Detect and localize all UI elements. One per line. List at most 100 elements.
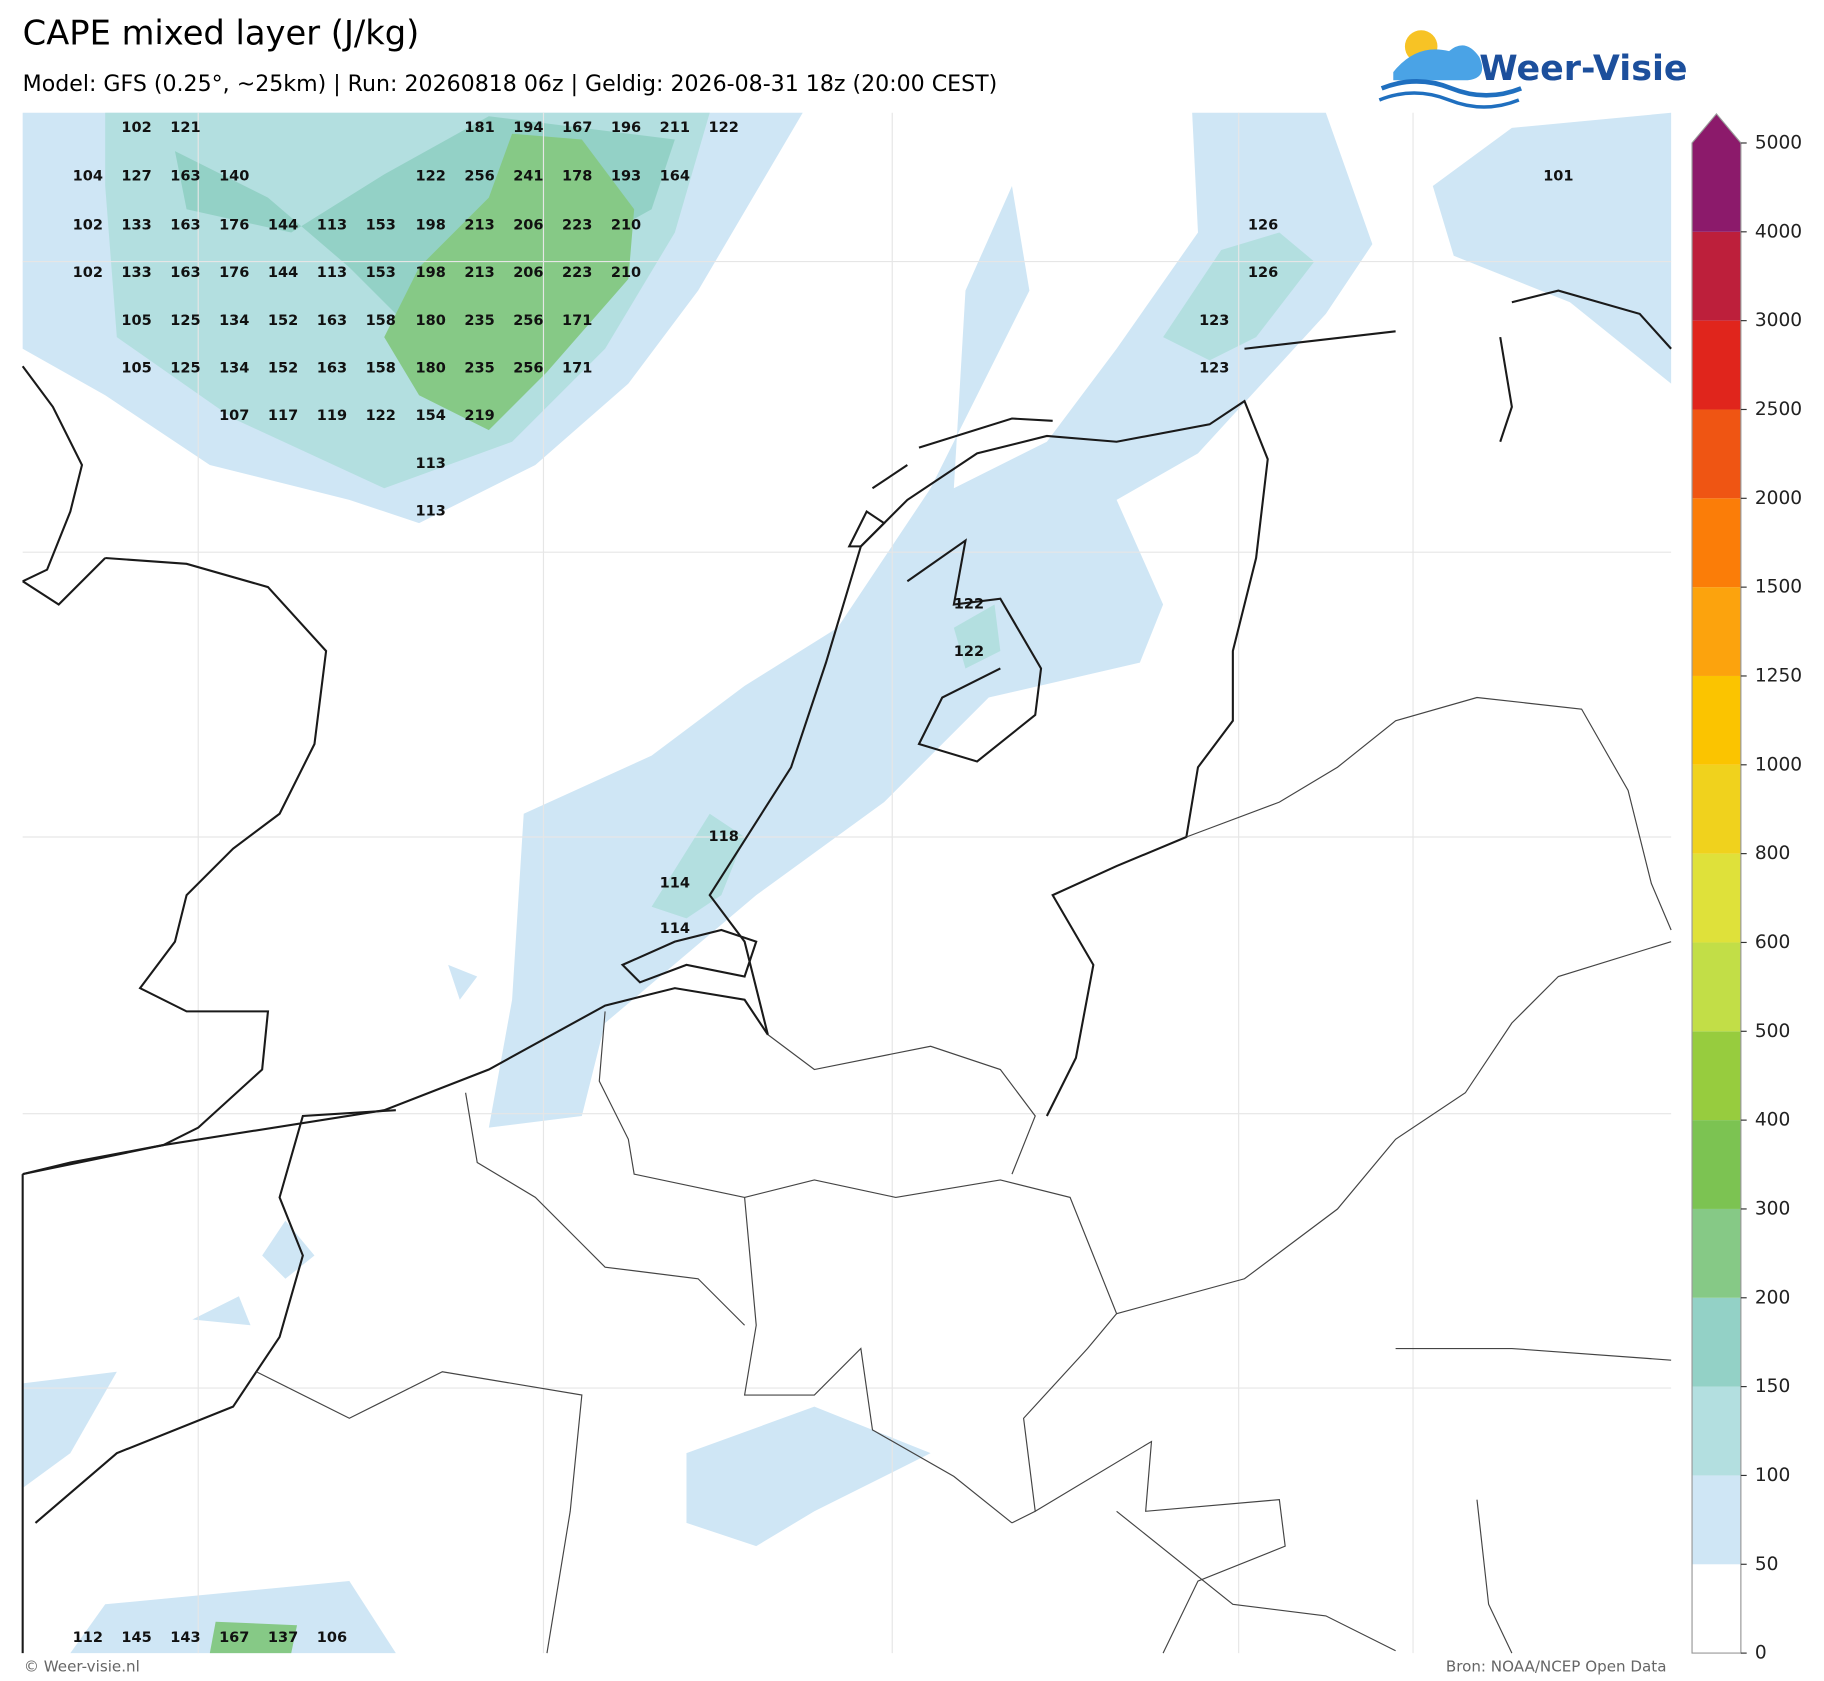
footer-left: © Weer-visie.nl (24, 1658, 140, 1676)
colorbar-tick-label: 3000 (1755, 310, 1802, 331)
cape-label: 213 (464, 218, 494, 234)
gridlines (22, 112, 1672, 1654)
cape-label: 194 (513, 120, 543, 136)
cape-label: 122 (416, 169, 446, 185)
cape-label: 113 (416, 504, 446, 520)
cape-label: 241 (513, 169, 543, 185)
colorbar-segment (1692, 942, 1741, 1032)
cape-label: 235 (464, 313, 494, 329)
footer-right: Bron: NOAA/NCEP Open Data (1446, 1658, 1667, 1676)
cape-label: 153 (366, 218, 396, 234)
colorbar-tick-label: 1500 (1755, 577, 1802, 598)
cape-label: 118 (709, 829, 739, 845)
cape-label: 125 (170, 313, 200, 329)
colorbar-extend (1692, 113, 1741, 143)
cape-label: 158 (366, 313, 396, 329)
cape-label: 101 (1543, 169, 1573, 185)
cape-label: 193 (611, 169, 641, 185)
colorbar-tick-label: 500 (1755, 1021, 1791, 1042)
cape-label: 167 (562, 120, 592, 136)
cape-label: 163 (317, 313, 347, 329)
cape-label: 125 (170, 361, 200, 377)
colorbar-segment (1692, 409, 1741, 499)
cape-label: 134 (219, 361, 249, 377)
cape-label: 114 (660, 921, 690, 937)
cape-label: 127 (121, 169, 151, 185)
cape-label: 102 (121, 120, 151, 136)
cape-label: 122 (366, 408, 396, 424)
colorbar-tick-label: 2000 (1755, 488, 1802, 509)
cape-label: 119 (317, 408, 347, 424)
colorbar-outline (1691, 113, 1742, 1654)
subtitle: Model: GFS (0.25°, ~25km) | Run: 2026081… (23, 72, 998, 97)
colorbar-tick-label: 1000 (1755, 754, 1802, 775)
cape-label: 145 (121, 1630, 151, 1646)
colorbar-segment (1692, 1386, 1741, 1476)
cape-label: 117 (268, 408, 298, 424)
colorbar-segment (1692, 1208, 1741, 1298)
colorbar-segment (1692, 320, 1741, 410)
colorbar-tick-label: 5000 (1755, 132, 1802, 153)
cape-label: 133 (121, 265, 151, 281)
cape-label: 219 (464, 408, 494, 424)
cape-label: 140 (219, 169, 249, 185)
cape-label: 102 (73, 265, 103, 281)
colorbar-segment (1692, 1475, 1741, 1565)
colorbar-tick-label: 600 (1755, 932, 1791, 953)
logo-text: Weer-Visie (1479, 49, 1687, 89)
coastlines (21, 289, 1672, 1654)
cape-label: 106 (317, 1630, 347, 1646)
cape-label: 171 (562, 313, 592, 329)
colorbar-tick-label: 150 (1755, 1376, 1791, 1397)
cape-label: 123 (1199, 361, 1229, 377)
colorbar-segment (1692, 587, 1741, 676)
cape-label: 143 (170, 1630, 200, 1646)
colorbar-tick-label: 1250 (1755, 665, 1802, 686)
cape-label: 144 (268, 265, 298, 281)
cape-label: 163 (170, 218, 200, 234)
colorbar-tick-label: 0 (1755, 1643, 1767, 1664)
cape-label: 104 (73, 169, 103, 185)
colorbar-segment (1692, 675, 1741, 765)
cape-label: 153 (366, 265, 396, 281)
cape-label: 122 (709, 120, 739, 136)
cape-label: 114 (660, 876, 690, 892)
cape-label: 123 (1199, 313, 1229, 329)
cape-label: 206 (513, 265, 543, 281)
cape-label: 176 (219, 218, 249, 234)
cape-label: 196 (611, 120, 641, 136)
colorbar: 0 50 100 150 200 300 400 500 600 800 1000 1250 1500 2… (1691, 113, 1802, 1664)
cape-label: 256 (513, 313, 543, 329)
colorbar-segment (1692, 1297, 1741, 1387)
cape-label: 213 (464, 265, 494, 281)
cape-label: 112 (73, 1630, 103, 1646)
cape-label: 176 (219, 265, 249, 281)
title: CAPE mixed layer (J/kg) (23, 13, 420, 52)
cape-label: 206 (513, 218, 543, 234)
cape-label: 211 (660, 120, 690, 136)
cape-label: 152 (268, 361, 298, 377)
cape-label: 122 (954, 644, 984, 660)
cape-label: 102 (73, 218, 103, 234)
colorbar-tick-label: 800 (1755, 843, 1791, 864)
cape-label: 171 (562, 361, 592, 377)
colorbar-tick-label: 200 (1755, 1287, 1791, 1308)
cape-label: 105 (121, 313, 151, 329)
cape-label: 134 (219, 313, 249, 329)
cape-label: 223 (562, 265, 592, 281)
colorbar-tick-label: 100 (1755, 1465, 1791, 1486)
cape-label: 235 (464, 361, 494, 377)
colorbar-segment (1692, 1120, 1741, 1209)
colorbar-segment (1692, 498, 1741, 588)
cape-label: 180 (416, 361, 446, 377)
map: 102 121 181 194 167 196 211 122 104 127 163 140 122 2… (21, 112, 1672, 1654)
colorbar-tick-label: 2500 (1755, 399, 1802, 420)
colorbar-segment (1692, 1031, 1741, 1121)
cape-label: 210 (611, 265, 641, 281)
cape-label: 198 (416, 265, 446, 281)
cape-label: 121 (170, 120, 200, 136)
colorbar-tick-label: 400 (1755, 1110, 1791, 1131)
cape-label: 164 (660, 169, 690, 185)
